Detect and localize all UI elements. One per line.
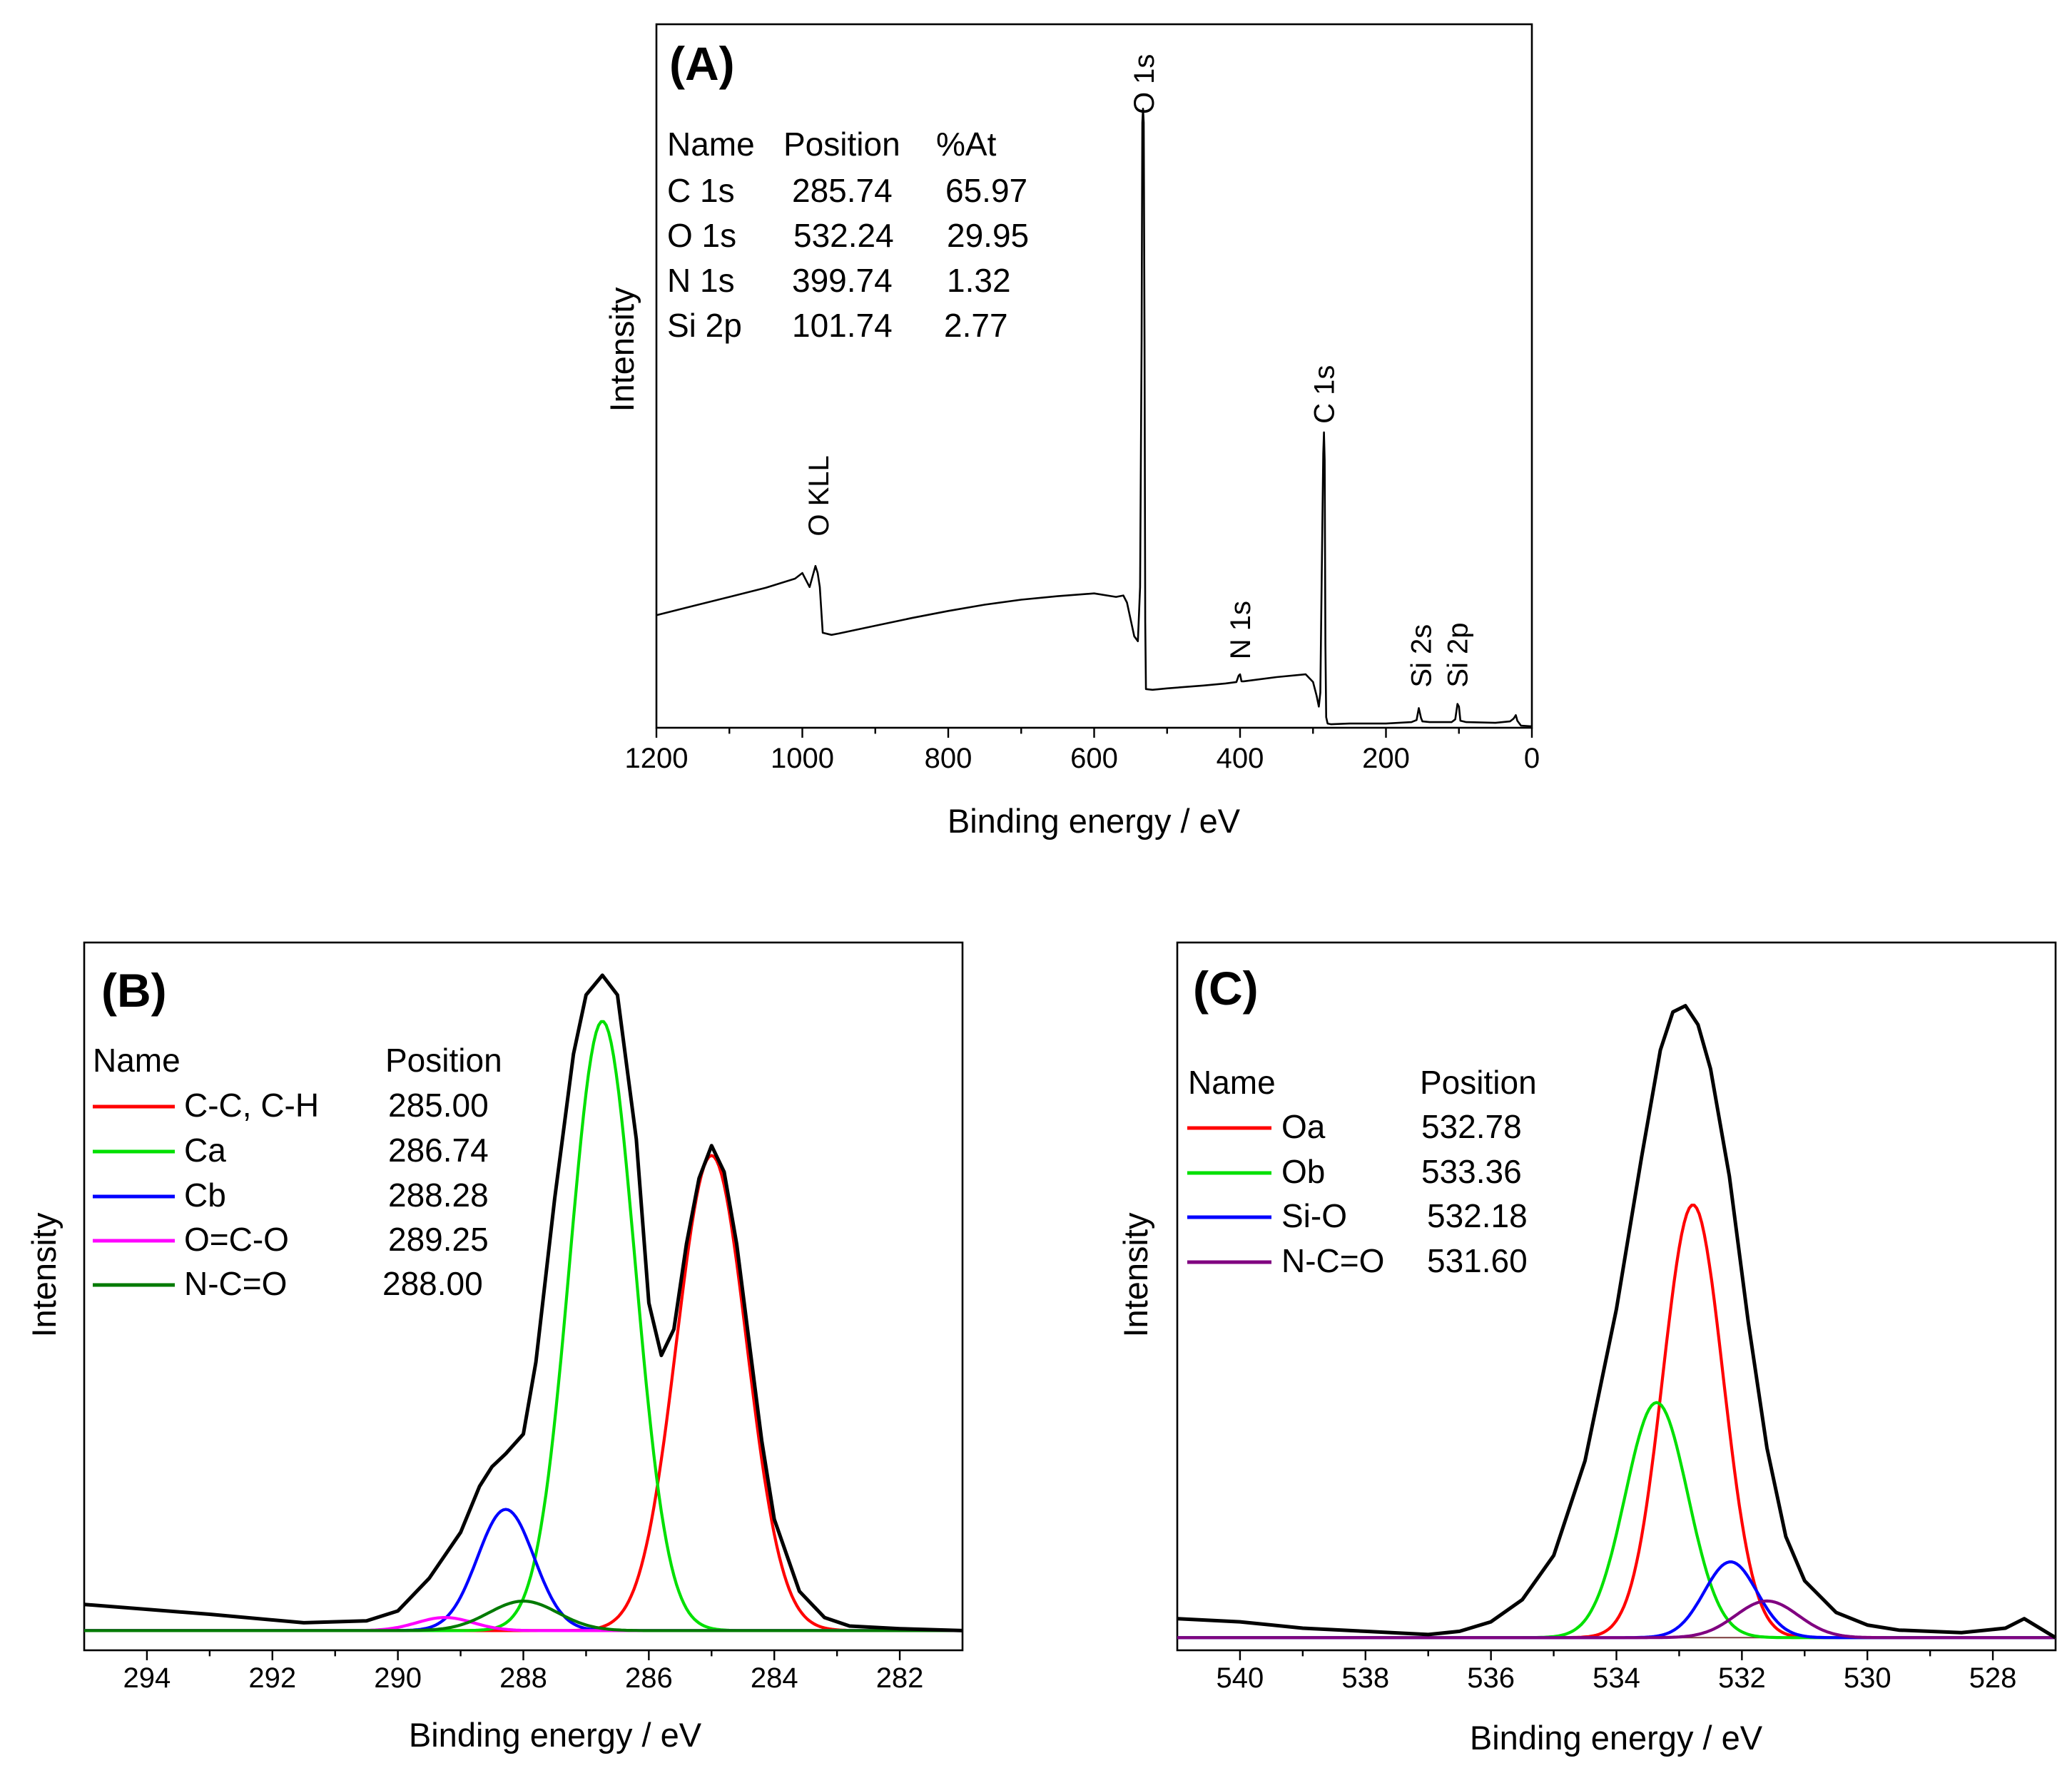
panel-c-x-tick-label: 540	[1217, 1662, 1264, 1694]
panel-a-row-at: 1.32	[947, 262, 1011, 299]
panel-a-peak-label: N 1s	[1225, 601, 1256, 659]
panel-a-header-at: %At	[936, 126, 997, 163]
panel-a-peak-label: Si 2s	[1406, 624, 1438, 688]
panel-b-y-title: Intensity	[25, 1212, 63, 1338]
panel-c-legend-name: Ob	[1281, 1153, 1325, 1190]
panel-a-row-name: Si 2p	[667, 307, 742, 344]
panel-c-legend-position: 532.18	[1427, 1197, 1528, 1234]
panel-a-peak-labels: O KLL O 1s N 1s C 1s Si 2s Si 2p	[803, 54, 1474, 688]
panel-b-legend: Name Position C-C, C-H 285.00 Ca 286.74 …	[93, 1042, 502, 1302]
panel-a-row-at: 29.95	[947, 217, 1029, 254]
panel-c-x-tick-label: 536	[1467, 1662, 1515, 1694]
panel-b-x-tick-label: 290	[374, 1662, 422, 1694]
panel-a-header-name: Name	[667, 126, 755, 163]
panel-b-legend-position: 286.74	[388, 1132, 489, 1169]
panel-b-legend-position: 289.25	[388, 1221, 489, 1258]
panel-a-peak-label: C 1s	[1309, 365, 1341, 424]
panel-c-component-curve	[1177, 1599, 2056, 1640]
panel-a-row-name: C 1s	[667, 172, 735, 209]
panel-b-envelope-curve	[83, 973, 963, 1632]
panel-c: 540 538 536 534 532 530 528 (C) Name Position …	[1117, 941, 2057, 1757]
panel-c-x-tick-label: 528	[1969, 1662, 2017, 1694]
panel-a-row-at: 2.77	[944, 307, 1008, 344]
panel-a-x-tick-label: 200	[1362, 743, 1410, 774]
panel-b-label: (B)	[101, 964, 167, 1017]
panel-b-legend-name: C-C, C-H	[184, 1087, 319, 1124]
panel-c-component-curve	[1177, 1560, 2056, 1640]
panel-a-y-title: Intensity	[603, 287, 641, 412]
panel-c-label: (C)	[1193, 962, 1259, 1015]
panel-c-x-tick-label: 530	[1844, 1662, 1891, 1694]
panel-c-legend-name: Si-O	[1281, 1197, 1347, 1234]
panel-c-y-title: Intensity	[1117, 1212, 1154, 1338]
panel-c-legend-name: Oa	[1281, 1108, 1326, 1145]
panel-a-row-position: 399.74	[792, 262, 893, 299]
panel-c-legend-header-name: Name	[1188, 1064, 1276, 1101]
panel-a-x-tick-label: 600	[1070, 743, 1118, 774]
panel-b-x-tick-label: 284	[751, 1662, 798, 1694]
panel-b-x-tick-label: 282	[876, 1662, 924, 1694]
panel-b-legend-name: N-C=O	[184, 1265, 287, 1302]
panel-b-x-ticks: 294 292 290 288 286 284 282	[123, 1650, 924, 1694]
panel-c-legend-position: 533.36	[1421, 1153, 1522, 1190]
panel-c-x-title: Binding energy / eV	[1470, 1719, 1763, 1757]
panel-a-x-tick-label: 800	[925, 743, 972, 774]
panel-a-x-tick-label: 1000	[771, 743, 834, 774]
panel-c-legend: Name Position Oa 532.78 Ob 533.36 Si-O 5…	[1187, 1064, 1537, 1279]
panel-b-legend-position: 288.00	[382, 1265, 483, 1302]
panel-b-legend-position: 288.28	[388, 1177, 489, 1214]
panel-c-x-tick-label: 532	[1718, 1662, 1766, 1694]
panel-c-legend-header-position: Position	[1420, 1064, 1537, 1101]
panel-c-legend-position: 532.78	[1421, 1108, 1522, 1145]
panel-b-legend-name: O=C-O	[184, 1221, 289, 1258]
panel-b-x-tick-label: 294	[123, 1662, 171, 1694]
panel-b-series	[83, 973, 963, 1632]
panel-c-series	[1177, 1004, 2057, 1640]
panel-c-frame	[1176, 941, 2057, 1652]
panel-a-x-ticks: 1200 1000 800 600 400 200 0	[625, 728, 1540, 774]
panel-a-row-name: N 1s	[667, 262, 735, 299]
panel-b-x-tick-label: 288	[499, 1662, 547, 1694]
panel-a-peak-label: O KLL	[803, 455, 835, 536]
panel-b-x-title: Binding energy / eV	[409, 1716, 702, 1754]
panel-b-legend-name: Ca	[184, 1132, 226, 1169]
panel-a-row-position: 101.74	[792, 307, 893, 344]
panel-a-peak-label: Si 2p	[1443, 622, 1474, 687]
panel-a-row-position: 532.24	[793, 217, 894, 254]
panel-b-component-curve	[84, 1600, 963, 1632]
panel-b-x-tick-label: 286	[625, 1662, 673, 1694]
panel-b: 294 292 290 288 286 284 282 (B) Name Position …	[25, 941, 964, 1754]
panel-b-legend-name: Cb	[184, 1177, 226, 1214]
panel-a-series	[656, 108, 1533, 728]
panel-c-x-ticks: 540 538 536 534 532 530 528	[1217, 1650, 2017, 1694]
panel-a-header-position: Position	[783, 126, 900, 163]
panel-b-legend-position: 285.00	[388, 1087, 489, 1124]
panel-a: 1200 1000 800 600 400 200 0 O KLL O 1s N 1s C 1s S…	[603, 23, 1540, 840]
panel-a-peak-label: O 1s	[1129, 54, 1160, 114]
panel-c-envelope-curve	[1177, 1004, 2057, 1640]
panel-c-x-tick-label: 534	[1593, 1662, 1640, 1694]
panel-a-table: Name Position %At C 1s 285.74 65.97 O 1s…	[667, 126, 1029, 344]
panel-a-x-title: Binding energy / eV	[948, 802, 1241, 840]
panel-c-x-tick-label: 538	[1341, 1662, 1389, 1694]
panel-b-legend-header-name: Name	[93, 1042, 181, 1079]
panel-a-x-tick-label: 400	[1217, 743, 1264, 774]
panel-c-legend-position: 531.60	[1427, 1242, 1528, 1279]
panel-c-legend-name: N-C=O	[1281, 1242, 1384, 1279]
panel-c-component-curve	[1177, 1401, 2056, 1640]
panel-b-legend-header-position: Position	[385, 1042, 502, 1079]
panel-a-x-tick-label: 1200	[625, 743, 689, 774]
panel-a-x-tick-label: 0	[1524, 743, 1540, 774]
panel-a-survey-line	[656, 108, 1533, 728]
panel-a-row-name: O 1s	[667, 217, 736, 254]
panel-a-row-at: 65.97	[945, 172, 1027, 209]
panel-a-row-position: 285.74	[792, 172, 893, 209]
panel-a-label: (A)	[669, 37, 735, 90]
panel-b-x-tick-label: 292	[248, 1662, 296, 1694]
panel-b-component-curve	[84, 1508, 963, 1632]
